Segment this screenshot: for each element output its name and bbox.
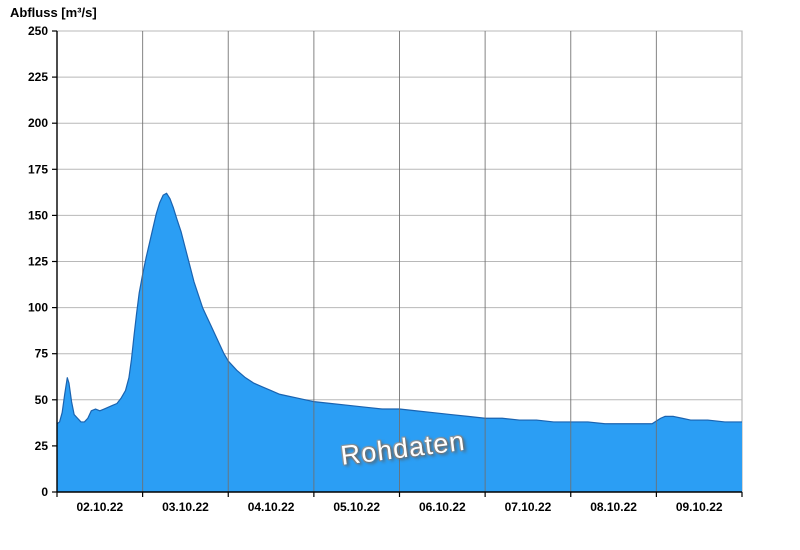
y-tick-label: 250 — [28, 24, 48, 38]
y-tick-label: 100 — [28, 301, 48, 315]
x-tick-label: 02.10.22 — [76, 500, 123, 514]
x-tick-label: 06.10.22 — [419, 500, 466, 514]
x-tick-label: 09.10.22 — [676, 500, 723, 514]
y-tick-label: 50 — [35, 393, 49, 407]
y-tick-label: 125 — [28, 255, 48, 269]
discharge-curve — [56, 192, 742, 425]
y-tick-label: 175 — [28, 162, 48, 176]
y-tick-label: 75 — [35, 347, 49, 361]
x-tick-label: 03.10.22 — [162, 500, 209, 514]
x-tick-label: 04.10.22 — [248, 500, 295, 514]
chart-title: Abfluss [m³/s] — [10, 5, 97, 20]
x-tick-label: 05.10.22 — [333, 500, 380, 514]
y-tick-label: 150 — [28, 208, 48, 222]
x-tick-label: 08.10.22 — [590, 500, 637, 514]
y-tick-label: 200 — [28, 116, 48, 130]
y-tick-label: 25 — [35, 439, 49, 453]
y-tick-label: 225 — [28, 70, 48, 84]
x-tick-label: 07.10.22 — [505, 500, 552, 514]
y-tick-label: 0 — [41, 485, 48, 499]
